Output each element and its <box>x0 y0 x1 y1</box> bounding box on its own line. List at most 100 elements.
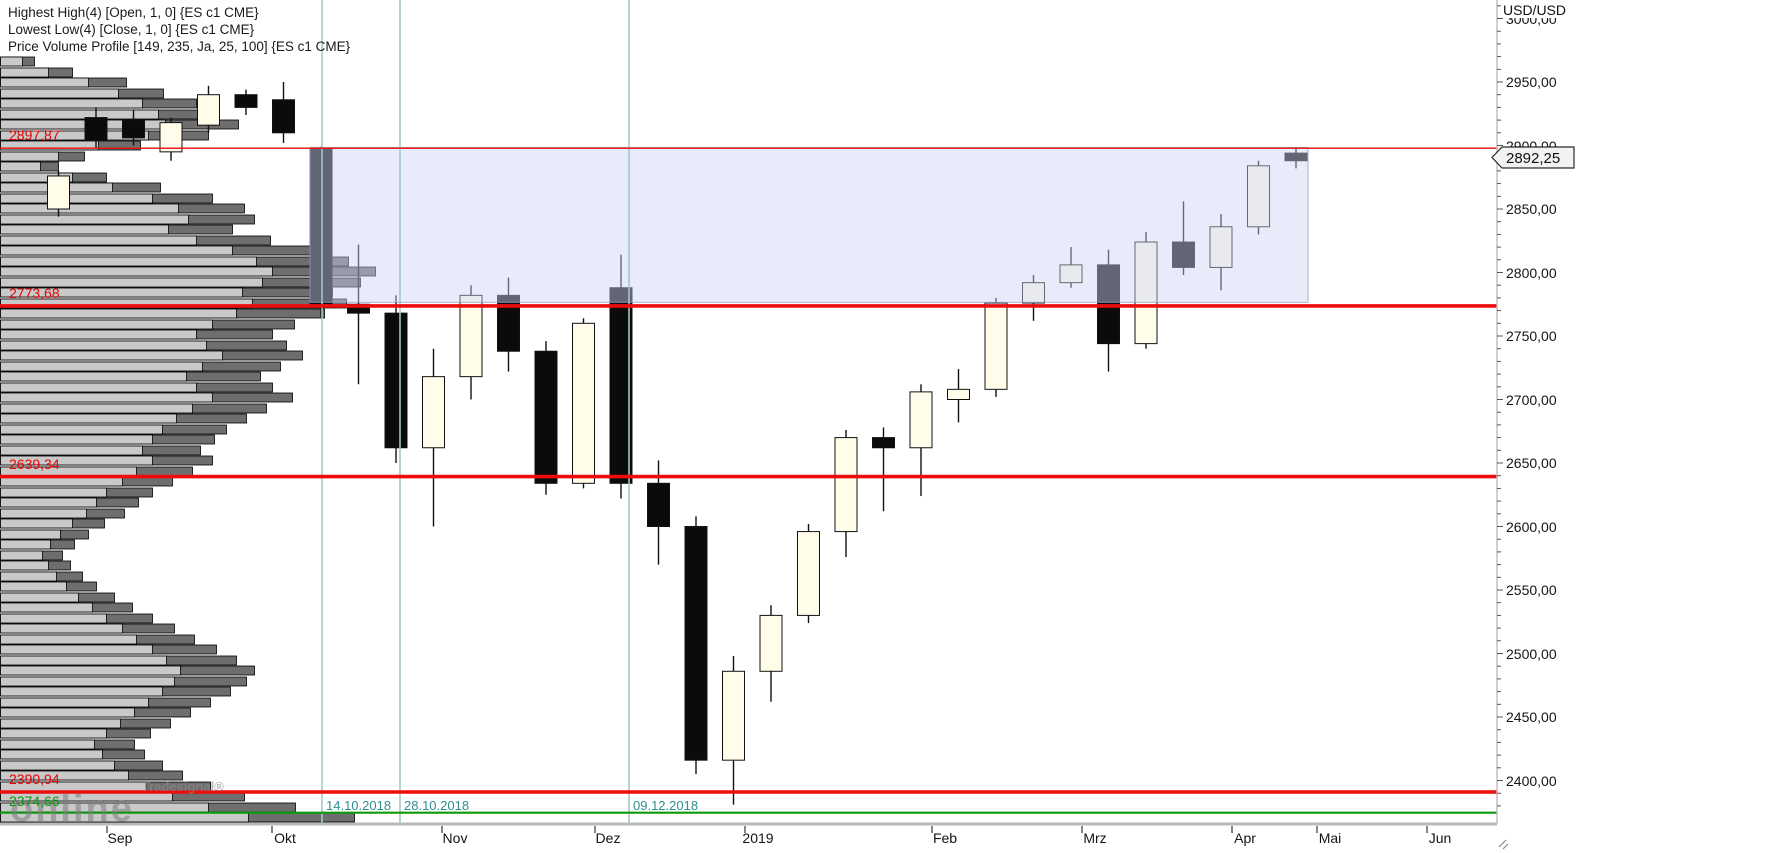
volume-profile-bar-light[interactable] <box>0 760 115 771</box>
volume-profile-bar-light[interactable] <box>0 508 87 519</box>
candle-body[interactable] <box>609 287 633 484</box>
volume-profile-bar-light[interactable] <box>0 308 237 319</box>
resize-grip-icon[interactable] <box>1502 843 1509 850</box>
volume-profile-bar-light[interactable] <box>0 130 149 141</box>
volume-profile-bar-light[interactable] <box>0 644 153 655</box>
candle-body[interactable] <box>722 670 745 761</box>
candle-body[interactable] <box>84 117 108 141</box>
volume-profile-bar-light[interactable] <box>0 77 89 88</box>
volume-profile-bar-light[interactable] <box>0 98 143 109</box>
volume-profile-bar-light[interactable] <box>0 592 79 603</box>
candle-body[interactable] <box>234 94 258 108</box>
volume-profile-bar-light[interactable] <box>0 224 169 235</box>
volume-profile-bar-light[interactable] <box>0 245 233 256</box>
candle-body[interactable] <box>1209 226 1233 268</box>
volume-profile-bar-light[interactable] <box>0 193 153 204</box>
volume-profile-bar-light[interactable] <box>0 529 61 540</box>
volume-profile-bar-light[interactable] <box>0 728 107 739</box>
candle-body[interactable] <box>984 302 1008 390</box>
volume-profile-bar-light[interactable] <box>0 655 167 666</box>
volume-profile-bar-light[interactable] <box>0 382 197 393</box>
volume-profile-bar-light[interactable] <box>0 602 93 613</box>
candle-body[interactable] <box>759 614 783 672</box>
candle-body[interactable] <box>1134 241 1158 345</box>
volume-profile-bar-light[interactable] <box>0 487 107 498</box>
volume-profile-bar-light[interactable] <box>0 718 121 729</box>
legend-price-volume-profile[interactable]: Price Volume Profile [149, 235, Ja, 25, … <box>8 39 351 54</box>
candle-body[interactable] <box>647 482 670 528</box>
volume-profile-bar-light[interactable] <box>0 497 97 508</box>
volume-profile-bar-light[interactable] <box>0 203 179 214</box>
candle-body[interactable] <box>197 94 220 126</box>
volume-profile-bar-light[interactable] <box>0 518 73 529</box>
volume-profile-bar-light[interactable] <box>0 287 243 298</box>
volume-profile-bar-light[interactable] <box>0 277 263 288</box>
volume-profile-bar-light[interactable] <box>0 56 23 67</box>
candle-body[interactable] <box>497 294 520 352</box>
volume-profile-bar-light[interactable] <box>0 266 273 277</box>
candle-body[interactable] <box>797 531 820 616</box>
volume-profile-bar-light[interactable] <box>0 214 189 225</box>
volume-profile-bar-light[interactable] <box>0 739 95 750</box>
volume-profile-bar-light[interactable] <box>0 109 159 120</box>
candle-body[interactable] <box>834 437 858 533</box>
volume-profile-bar-light[interactable] <box>0 623 123 634</box>
candle-body[interactable] <box>872 437 895 449</box>
volume-profile-bar-light[interactable] <box>0 340 207 351</box>
volume-profile-bar-light[interactable] <box>0 319 213 330</box>
candle-body[interactable] <box>534 350 558 484</box>
volume-profile-bar-light[interactable] <box>0 581 67 592</box>
candle-body[interactable] <box>1284 152 1308 162</box>
candle-body[interactable] <box>47 175 70 210</box>
volume-profile-bar-light[interactable] <box>0 445 143 456</box>
volume-profile-bar-light[interactable] <box>0 161 41 172</box>
volume-profile-bar-light[interactable] <box>0 403 193 414</box>
candle-body[interactable] <box>1172 241 1195 268</box>
volume-profile-bar-light[interactable] <box>0 665 181 676</box>
candle-body[interactable] <box>572 322 595 484</box>
candle-body[interactable] <box>422 376 445 449</box>
volume-profile-bar-light[interactable] <box>0 686 163 697</box>
candle-body[interactable] <box>459 294 483 378</box>
volume-profile-bar-light[interactable] <box>0 781 147 792</box>
volume-profile-bar-light[interactable] <box>0 571 57 582</box>
volume-profile-bar-light[interactable] <box>0 67 49 78</box>
last-price-tag[interactable]: 2892,25 <box>1490 146 1576 169</box>
volume-profile-bar-light[interactable] <box>0 466 137 477</box>
candle-body[interactable] <box>684 526 708 761</box>
volume-profile-bar-light[interactable] <box>0 172 73 183</box>
volume-profile-bar-light[interactable] <box>0 560 49 571</box>
legend-highest-high[interactable]: Highest High(4) [Open, 1, 0] {ES c1 CME} <box>8 5 259 20</box>
volume-profile-bar-light[interactable] <box>0 88 119 99</box>
volume-profile-bar-light[interactable] <box>0 434 153 445</box>
candle-body[interactable] <box>122 119 145 139</box>
candle-body[interactable] <box>947 388 970 400</box>
volume-profile-bar-light[interactable] <box>0 424 163 435</box>
volume-profile-bar-light[interactable] <box>0 350 223 361</box>
volume-profile-bar-light[interactable] <box>0 455 153 466</box>
volume-profile-bar-light[interactable] <box>0 298 253 309</box>
volume-profile-bar-light[interactable] <box>0 749 103 760</box>
volume-profile-bar-light[interactable] <box>0 140 99 151</box>
candle-body[interactable] <box>384 312 408 449</box>
volume-profile-bar-light[interactable] <box>0 613 107 624</box>
volume-profile-bar-light[interactable] <box>0 361 203 372</box>
volume-profile-bar-light[interactable] <box>0 235 197 246</box>
volume-profile-bar-light[interactable] <box>0 539 51 550</box>
volume-profile-bar-light[interactable] <box>0 550 43 561</box>
volume-profile-bar-light[interactable] <box>0 812 249 823</box>
volume-profile-bar-light[interactable] <box>0 676 175 687</box>
legend-lowest-low[interactable]: Lowest Low(4) [Close, 1, 0] {ES c1 CME} <box>8 22 255 37</box>
candle-body[interactable] <box>159 122 183 153</box>
candle-body[interactable] <box>1059 264 1083 284</box>
volume-profile-bar-light[interactable] <box>0 329 197 340</box>
candle-body[interactable] <box>272 99 295 134</box>
volume-profile-bar-light[interactable] <box>0 697 149 708</box>
volume-profile-bar-light[interactable] <box>0 634 137 645</box>
volume-profile-bar-light[interactable] <box>0 371 187 382</box>
candle-body[interactable] <box>909 391 933 449</box>
volume-profile-bar-light[interactable] <box>0 770 129 781</box>
volume-profile-bar-light[interactable] <box>0 476 123 487</box>
